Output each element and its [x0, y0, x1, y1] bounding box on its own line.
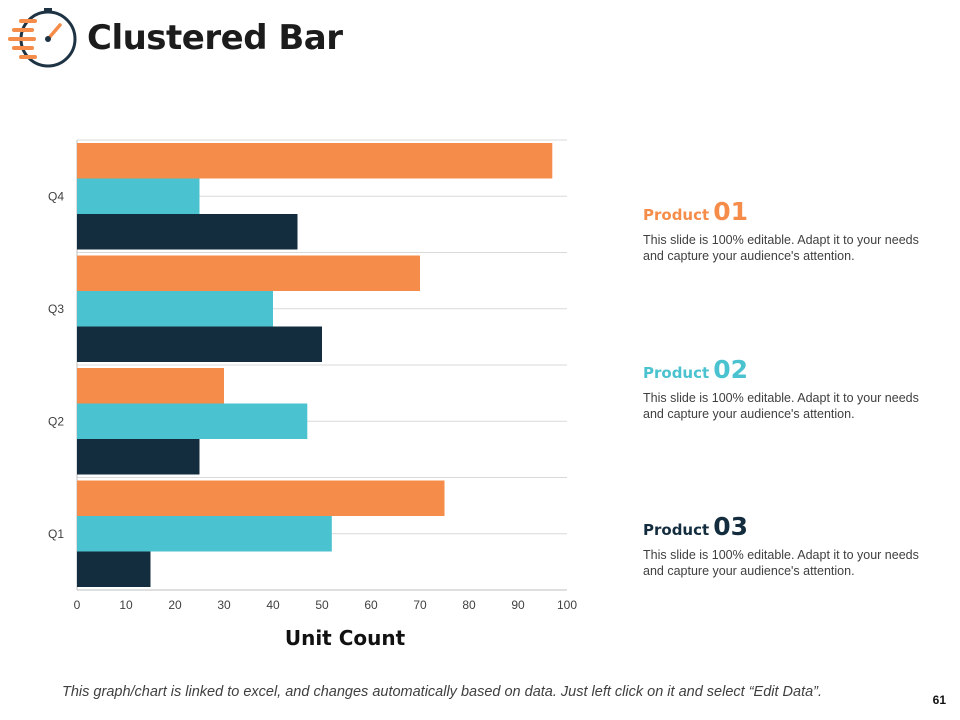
chart-x-axis-title: Unit Count [284, 626, 406, 650]
bar-q2-series-1 [77, 368, 224, 404]
slide-title: Clustered Bar [87, 18, 343, 58]
bar-q3-series-2 [77, 291, 273, 327]
y-tick-label: Q4 [48, 189, 64, 203]
bar-q1-series-3 [77, 551, 151, 587]
x-tick-label: 70 [413, 598, 427, 612]
product-03-number: 03 [713, 512, 748, 541]
bar-q4-series-2 [77, 178, 200, 214]
bar-q3-series-3 [77, 326, 322, 362]
product-01-description: This slide is 100% editable. Adapt it to… [643, 233, 919, 263]
bar-q4-series-3 [77, 214, 298, 250]
x-tick-label: 20 [168, 598, 182, 612]
product-01-block: Product 01 This slide is 100% editable. A… [643, 194, 943, 264]
product-02-number: 02 [713, 355, 748, 384]
x-tick-label: 30 [217, 598, 231, 612]
bar-q3-series-1 [77, 255, 420, 291]
y-tick-label: Q3 [48, 302, 64, 316]
product-03-block: Product 03 This slide is 100% editable. A… [643, 509, 943, 579]
x-tick-label: 80 [462, 598, 476, 612]
x-tick-label: 50 [315, 598, 329, 612]
product-02-block: Product 02 This slide is 100% editable. A… [643, 352, 943, 422]
x-tick-label: 100 [557, 598, 577, 612]
bar-q1-series-2 [77, 516, 332, 552]
bar-q2-series-3 [77, 439, 200, 475]
bar-q2-series-2 [77, 403, 308, 439]
bar-q4-series-1 [77, 143, 553, 179]
page-number: 61 [932, 693, 946, 707]
product-03-label: Product [643, 521, 710, 539]
y-tick-label: Q1 [48, 527, 64, 541]
x-tick-label: 0 [74, 598, 81, 612]
product-03-description: This slide is 100% editable. Adapt it to… [643, 548, 919, 578]
y-tick-label: Q2 [48, 414, 64, 428]
product-02-label: Product [643, 364, 710, 382]
x-tick-label: 90 [511, 598, 525, 612]
stopwatch-speed-icon [8, 8, 77, 68]
x-tick-label: 40 [266, 598, 280, 612]
bar-q1-series-1 [77, 480, 445, 516]
product-02-description: This slide is 100% editable. Adapt it to… [643, 391, 919, 421]
product-01-label: Product [643, 206, 710, 224]
product-01-number: 01 [713, 197, 748, 226]
footnote: This graph/chart is linked to excel, and… [62, 684, 823, 700]
x-tick-label: 60 [364, 598, 378, 612]
x-tick-label: 10 [119, 598, 133, 612]
